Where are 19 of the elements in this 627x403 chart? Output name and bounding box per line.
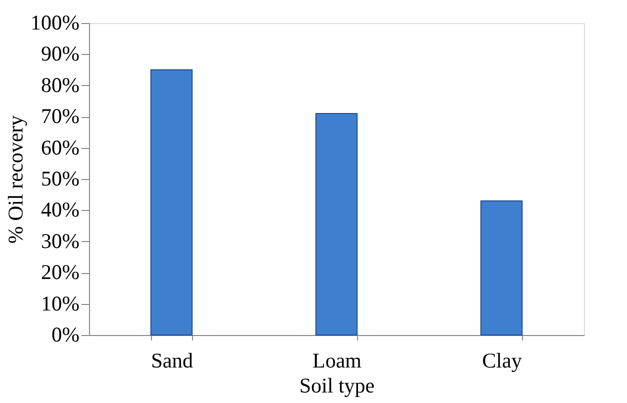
- y-axis-title: % Oil recovery: [4, 114, 28, 244]
- bar: [480, 200, 523, 336]
- y-tick-label: 20%: [41, 260, 80, 284]
- bar: [150, 69, 193, 336]
- y-tick-label: 70%: [41, 104, 80, 128]
- x-tick-label: Loam: [312, 348, 362, 372]
- y-tick-label: 50%: [41, 166, 80, 190]
- x-tick-label: Sand: [151, 348, 194, 372]
- y-tick-label: 40%: [41, 198, 80, 222]
- y-tick-label: 10%: [41, 291, 80, 316]
- x-axis-title: Soil type: [299, 374, 375, 398]
- bar: [315, 112, 358, 336]
- y-tick-label: 60%: [41, 135, 80, 160]
- y-tick-label: 100%: [30, 10, 80, 34]
- y-tick-label: 80%: [41, 72, 80, 97]
- y-tick-label: 90%: [41, 42, 80, 66]
- x-tick-label: Clay: [482, 348, 522, 372]
- y-tick-label: 0%: [52, 322, 80, 346]
- y-tick-label: 30%: [41, 228, 80, 253]
